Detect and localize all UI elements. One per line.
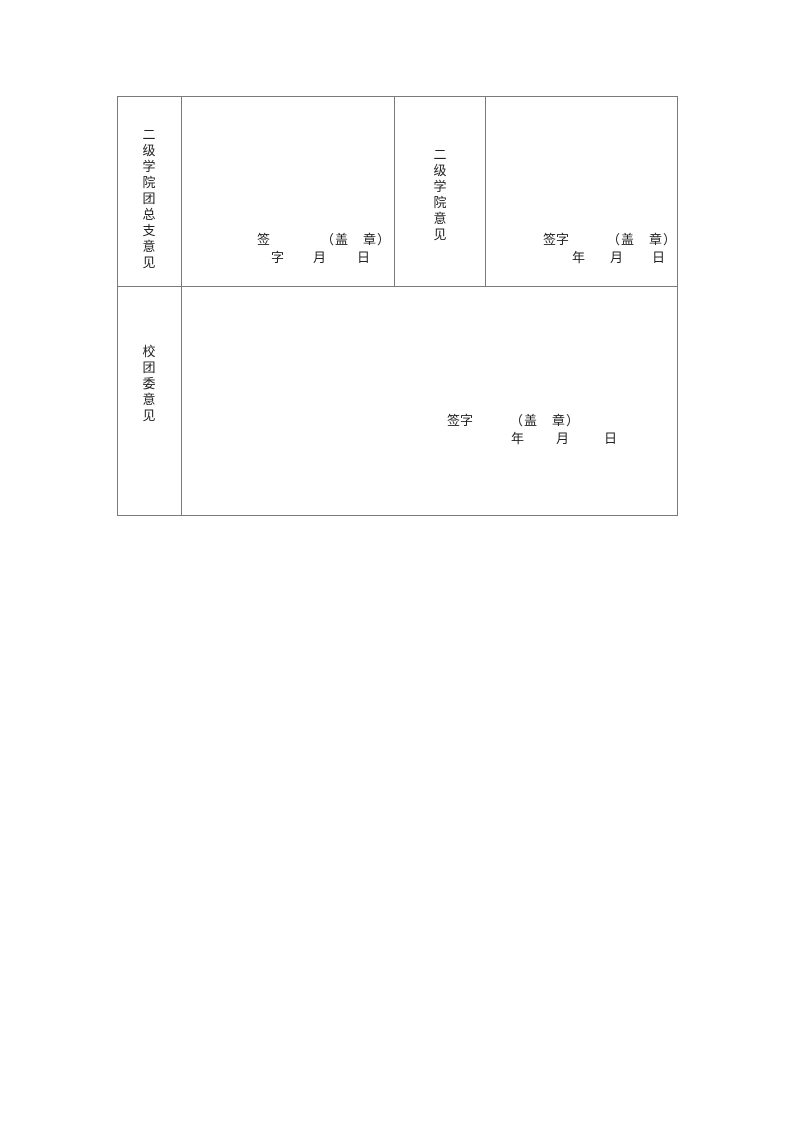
school-league-label: 校团委意见 (142, 345, 156, 424)
column-divider (485, 96, 486, 286)
row-divider (117, 286, 678, 287)
seal-label: （盖 章） (321, 233, 392, 248)
month-label: 月 (313, 251, 327, 266)
day-label: 日 (652, 251, 666, 266)
table-border-bottom (117, 515, 678, 516)
table-border-left (117, 96, 118, 516)
sign-label: 签字 (543, 233, 570, 248)
month-label: 月 (556, 432, 570, 447)
league-branch-label: 二级学院团总支意见 (142, 128, 156, 271)
sign-label: 签字 (447, 414, 474, 429)
table-border-top (117, 96, 678, 97)
day-label: 日 (604, 432, 618, 447)
day-label: 日 (357, 251, 371, 266)
seal-label: （盖 章） (510, 414, 581, 429)
college-label: 二级学院意见 (433, 148, 447, 243)
seal-label: （盖 章） (607, 233, 678, 248)
year-label: 年 (572, 251, 586, 266)
table-border-right (677, 96, 678, 516)
column-divider (181, 96, 182, 516)
month-label: 月 (610, 251, 624, 266)
year-label: 年 (511, 432, 525, 447)
sign-label: 字 (271, 251, 285, 266)
sign-label: 签 (257, 233, 271, 248)
column-divider (394, 96, 395, 286)
